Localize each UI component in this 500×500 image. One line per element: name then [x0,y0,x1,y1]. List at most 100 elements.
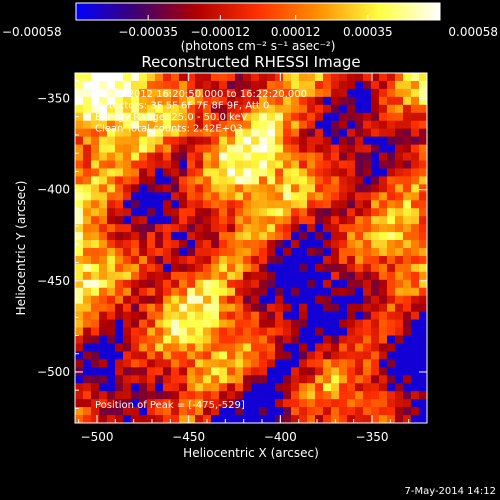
heatmap-pixel [371,120,380,129]
heatmap-pixel [363,255,372,265]
heatmap-pixel [323,224,332,233]
heatmap-pixel [291,88,300,98]
heatmap-pixel [323,144,332,153]
heatmap-pixel [411,335,420,344]
heatmap-pixel [219,160,228,169]
heatmap-pixel [275,327,284,336]
heatmap-pixel [395,224,404,233]
heatmap-pixel [395,104,404,114]
heatmap-pixel [147,184,156,193]
heatmap-pixel [411,383,420,392]
heatmap-pixel [371,88,380,98]
heatmap-pixel [403,232,412,241]
heatmap-pixel [179,263,188,273]
heatmap-pixel [331,407,340,416]
heatmap-pixel [107,128,116,137]
heatmap-pixel [307,120,316,129]
heatmap-pixel [163,136,172,145]
heatmap-pixel [419,319,427,328]
heatmap-pixel [235,263,244,273]
heatmap-pixel [331,184,340,193]
heatmap-pixel [219,367,228,376]
heatmap-pixel [315,335,324,344]
heatmap-pixel [395,279,404,289]
heatmap-pixel [283,176,292,185]
heatmap-pixel [99,375,108,384]
heatmap-pixel [187,303,196,312]
heatmap-pixel [419,208,427,217]
heatmap-pixel [275,192,284,201]
heatmap-pixel [75,168,84,177]
heatmap-pixel [395,80,404,90]
heatmap-pixel [267,208,276,217]
heatmap-pixel [211,359,220,368]
heatmap-pixel [243,80,252,90]
heatmap-pixel [155,279,164,289]
heatmap-pixel [379,351,388,360]
heatmap-pixel [363,287,372,297]
heatmap-pixel [211,367,220,376]
heatmap-pixel [419,88,427,98]
heatmap-pixel [115,319,124,328]
heatmap-pixel [355,200,364,209]
heatmap-pixel [379,120,388,129]
heatmap-pixel [379,88,388,98]
heatmap-pixel [411,232,420,241]
heatmap-pixel [211,176,220,185]
heatmap-pixel [275,240,284,249]
heatmap-pixel [235,80,244,90]
heatmap-pixel [291,327,300,336]
heatmap-pixel [211,399,220,408]
colorbar-tick-label: 0.00058 [448,25,498,39]
heatmap-pixel [291,263,300,273]
heatmap-pixel [115,160,124,169]
heatmap-pixel [243,184,252,193]
heatmap-pixel [227,128,236,137]
heatmap-pixel [259,73,268,82]
heatmap-pixel [155,319,164,328]
heatmap-pixel [75,240,84,249]
heatmap-pixel [75,327,84,336]
heatmap-pixel [323,383,332,392]
heatmap-pixel [123,192,132,201]
heatmap-pixel [387,271,396,281]
heatmap-pixel [171,327,180,336]
heatmap-pixel [315,295,324,304]
heatmap-pixel [299,96,308,106]
heatmap-pixel [323,407,332,416]
heatmap-pixel [379,271,388,281]
heatmap-pixel [267,319,276,328]
heatmap-pixel [203,248,212,257]
heatmap-pixel [283,80,292,90]
heatmap-pixel [331,335,340,344]
heatmap-pixel [179,152,188,161]
heatmap-pixel [139,216,148,225]
heatmap-pixel [75,248,84,257]
heatmap-pixel [283,216,292,225]
heatmap-pixel [99,367,108,376]
heatmap-pixel [347,112,356,122]
heatmap-pixel [275,367,284,376]
heatmap-pixel [323,152,332,161]
heatmap-pixel [387,112,396,122]
heatmap-pixel [275,263,284,273]
heatmap-pixel [411,407,420,416]
heatmap-pixel [107,176,116,185]
heatmap-pixel [187,248,196,257]
heatmap-pixel [323,391,332,400]
heatmap-pixel [259,160,268,169]
heatmap-pixel [75,152,84,161]
heatmap-pixel [283,160,292,169]
heatmap-pixel [163,192,172,201]
heatmap-pixel [91,176,100,185]
heatmap-pixel [419,343,427,352]
heatmap-pixel [275,391,284,400]
heatmap-pixel [171,200,180,209]
heatmap-pixel [163,120,172,129]
heatmap-pixel [171,192,180,201]
heatmap-pixel [243,295,252,304]
heatmap-pixel [171,383,180,392]
heatmap-pixel [147,327,156,336]
heatmap-pixel [155,192,164,201]
heatmap-pixel [131,407,140,416]
